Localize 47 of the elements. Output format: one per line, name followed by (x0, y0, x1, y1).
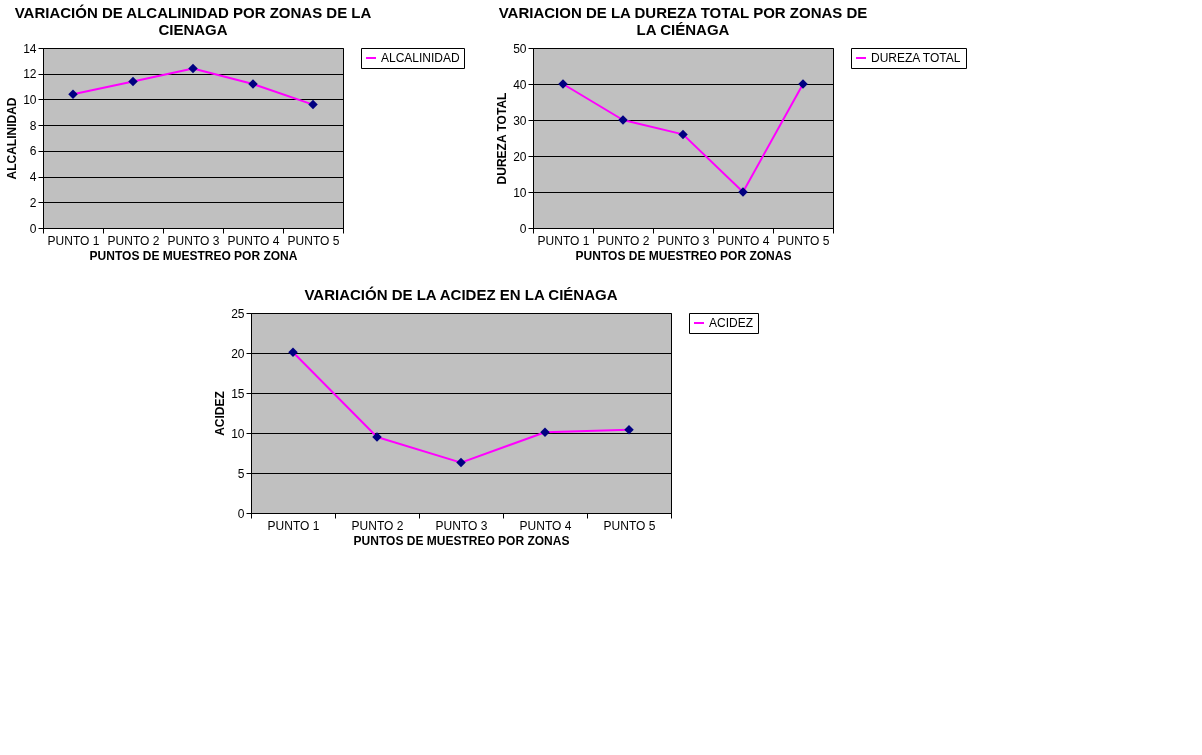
y-tick-label: 20 (513, 149, 527, 164)
x-tick-label: PUNTO 1 (267, 518, 320, 533)
y-axis-title: ACIDEZ (213, 391, 228, 436)
x-tick-label: PUNTO 3 (435, 518, 488, 533)
y-tick-label: 10 (513, 185, 527, 200)
y-tick-label: 50 (513, 41, 527, 56)
x-tick-label: PUNTO 2 (107, 233, 160, 248)
y-axis-title: ALCALINIDAD (5, 97, 20, 180)
y-tick-label: 10 (23, 92, 37, 107)
legend-label: ALCALINIDAD (381, 51, 461, 65)
y-tick-label: 0 (519, 221, 527, 236)
y-tick-label: 0 (237, 506, 245, 521)
y-tick-label: 8 (29, 118, 37, 133)
legend-label: DUREZA TOTAL (871, 51, 961, 65)
x-tick-label: PUNTO 2 (351, 518, 404, 533)
x-tick-label: PUNTO 1 (537, 233, 590, 248)
y-tick-label: 40 (513, 77, 527, 92)
x-tick-label: PUNTO 5 (287, 233, 340, 248)
x-tick-label: PUNTO 3 (167, 233, 220, 248)
chart-title: VARIACION DE LA DUREZA TOTAL POR ZONAS DE LA CIÉNAGA (498, 4, 868, 38)
x-tick-label: PUNTO 1 (47, 233, 100, 248)
x-axis-title: PUNTOS DE MUESTREO POR ZONAS (353, 533, 570, 548)
x-tick-label: PUNTO 2 (597, 233, 650, 248)
x-tick-label: PUNTO 3 (657, 233, 710, 248)
x-tick-label: PUNTO 4 (519, 518, 572, 533)
x-tick-label: PUNTO 4 (227, 233, 280, 248)
y-tick-label: 4 (29, 170, 37, 185)
y-tick-label: 12 (23, 67, 37, 82)
y-tick-label: 15 (231, 386, 245, 401)
chart-title: VARIACIÓN DE LA ACIDEZ EN LA CIÉNAGA (304, 286, 618, 303)
x-tick-label: PUNTO 5 (603, 518, 656, 533)
y-tick-label: 30 (513, 113, 527, 128)
chart-title: VARIACIÓN DE ALCALINIDAD POR ZONAS DE LA CIENAGA (14, 4, 372, 38)
y-tick-label: 2 (29, 195, 37, 210)
x-axis-title: PUNTOS DE MUESTREO POR ZONAS (575, 248, 792, 263)
x-tick-label: PUNTO 5 (777, 233, 830, 248)
y-tick-label: 0 (29, 221, 37, 236)
x-tick-label: PUNTO 4 (717, 233, 770, 248)
y-axis-title: DUREZA TOTAL (495, 92, 510, 185)
y-tick-label: 6 (29, 144, 37, 159)
y-tick-label: 20 (231, 346, 245, 361)
y-tick-label: 14 (23, 41, 37, 56)
legend-label: ACIDEZ (709, 316, 754, 330)
y-tick-label: 25 (231, 306, 245, 321)
y-tick-label: 5 (237, 466, 245, 481)
y-tick-label: 10 (231, 426, 245, 441)
x-axis-title: PUNTOS DE MUESTREO POR ZONA (89, 248, 298, 263)
